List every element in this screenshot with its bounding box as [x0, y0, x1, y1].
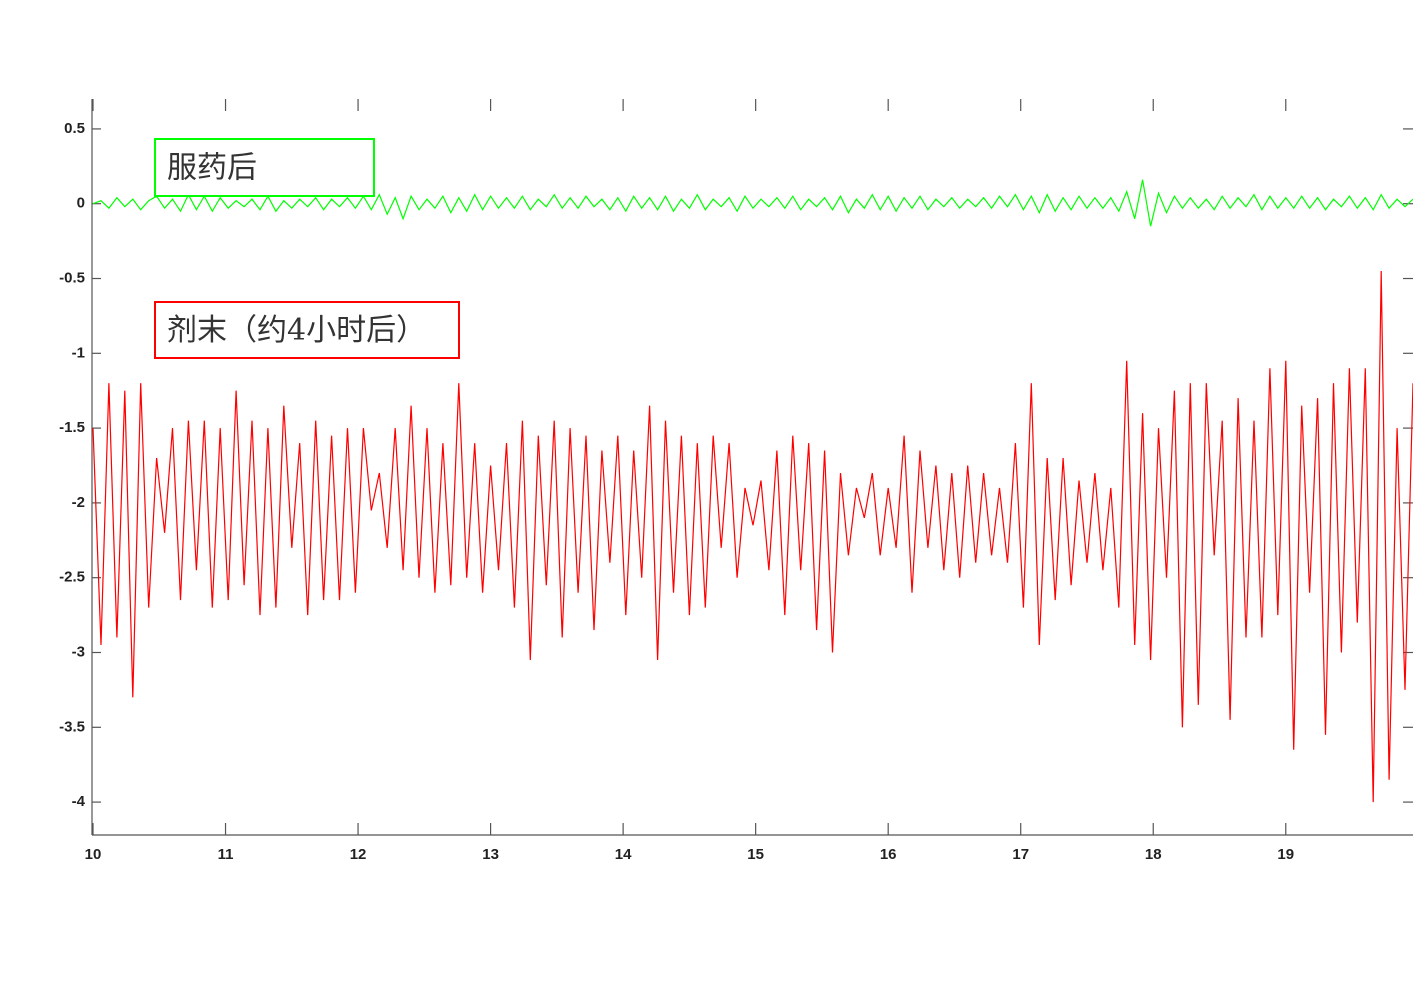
- y-tick-label: -4: [72, 793, 86, 810]
- y-tick-label: -3.5: [59, 718, 85, 735]
- series-line: [92, 270, 1413, 803]
- legend-label: 剂末（约4小时后）: [167, 313, 426, 348]
- y-tick-label: -3: [72, 643, 85, 660]
- x-tick-label: 12: [350, 846, 367, 863]
- x-tick-label: 14: [615, 846, 632, 863]
- x-tick-label: 19: [1277, 846, 1294, 863]
- x-tick-label: 11: [218, 846, 234, 863]
- legend-box: [154, 301, 460, 359]
- x-tick-label: 18: [1145, 846, 1162, 863]
- y-tick-label: -0.5: [59, 269, 85, 286]
- series-line: [92, 179, 1413, 227]
- y-tick-label: 0: [77, 195, 85, 212]
- legend-box: [154, 138, 375, 197]
- y-tick-label: -1: [72, 344, 85, 361]
- x-tick-label: 16: [880, 846, 897, 863]
- x-tick-label: 10: [85, 846, 102, 863]
- x-tick-label: 17: [1012, 846, 1029, 863]
- x-tick-label: 15: [747, 846, 764, 863]
- y-tick-label: -2.5: [59, 569, 85, 586]
- y-tick-label: -1.5: [59, 419, 85, 436]
- x-tick-label: 13: [482, 846, 499, 863]
- y-tick-label: 0.5: [64, 120, 85, 137]
- y-tick-label: -2: [72, 494, 85, 511]
- legend-label: 服药后: [167, 151, 257, 186]
